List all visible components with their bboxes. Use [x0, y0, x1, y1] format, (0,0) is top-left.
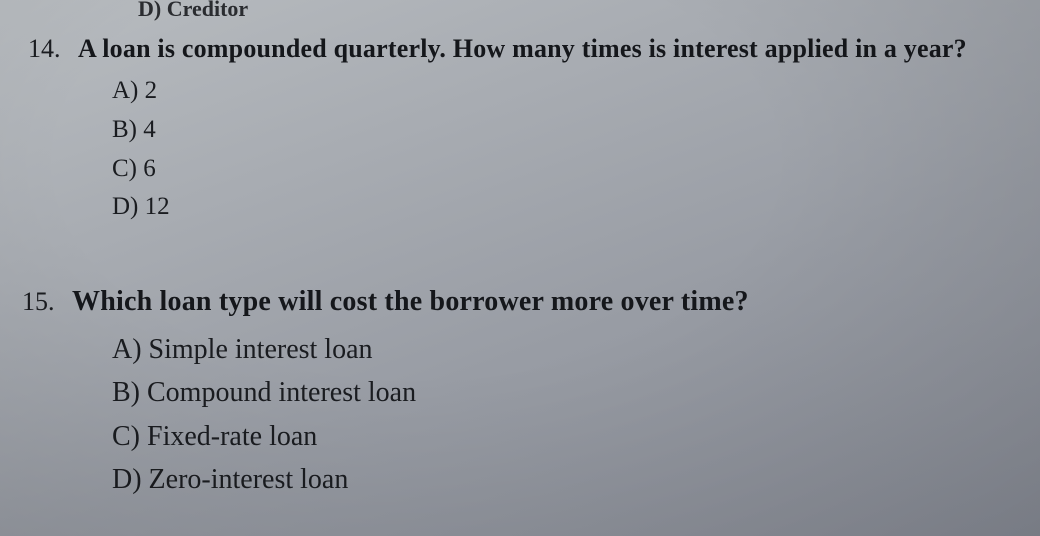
question-15-option-d: D) Zero-interest loan — [112, 458, 749, 501]
question-14-options: A) 2 B) 4 C) 6 D) 12 — [112, 72, 967, 227]
question-14: 14. A loan is compounded quarterly. How … — [28, 34, 967, 227]
question-15-option-a: A) Simple interest loan — [112, 328, 749, 371]
question-15-option-b: B) Compound interest loan — [112, 371, 749, 414]
quiz-page: D) Creditor 14. A loan is compounded qua… — [0, 0, 1040, 536]
question-15-header: 15. Which loan type will cost the borrow… — [22, 286, 749, 318]
question-15: 15. Which loan type will cost the borrow… — [22, 286, 749, 502]
question-14-option-a: A) 2 — [112, 72, 967, 111]
question-14-option-d: D) 12 — [112, 188, 967, 227]
question-15-options: A) Simple interest loan B) Compound inte… — [112, 328, 749, 502]
question-15-option-c: C) Fixed-rate loan — [112, 415, 749, 458]
prev-question-option-d: D) Creditor — [138, 0, 248, 22]
question-14-number: 14. — [28, 34, 78, 64]
question-15-text: Which loan type will cost the borrower m… — [72, 286, 749, 318]
question-14-header: 14. A loan is compounded quarterly. How … — [28, 34, 967, 64]
question-14-option-c: C) 6 — [112, 150, 967, 189]
question-15-number: 15. — [22, 287, 72, 317]
question-14-text: A loan is compounded quarterly. How many… — [78, 34, 967, 64]
question-14-option-b: B) 4 — [112, 111, 967, 150]
